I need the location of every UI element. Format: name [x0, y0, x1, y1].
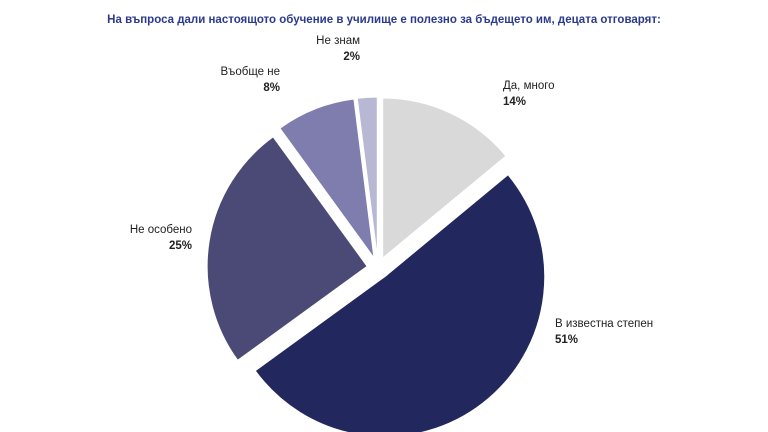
slice-label-value: 25% [168, 240, 192, 252]
slice-label-v-izvestna-stepen: В известна степен 51% [555, 316, 653, 348]
slice-label-value: 14% [503, 96, 527, 108]
slice-label-value: 2% [343, 51, 360, 63]
slice-label-value: 51% [555, 334, 579, 346]
slice-ne-osobeno [206, 136, 368, 362]
slice-vobshte-ne [279, 98, 375, 259]
slice-label-value: 8% [263, 82, 280, 94]
slice-label-text: Въобще не [220, 66, 280, 78]
slice-label-vobshte-ne: Въобще не 8% [180, 64, 280, 96]
slice-label-text: Не особено [129, 224, 192, 236]
slice-label-text: В известна степен [555, 318, 654, 330]
slice-label-ne-osobeno: Не особено 25% [100, 222, 192, 254]
chart-title: На въпроса дали настоящото обучение в уч… [107, 14, 661, 26]
slice-v-izvestna-stepen [254, 173, 546, 432]
slice-label-text: Да, много [503, 80, 555, 92]
slice-label-da-mnogo: Да, много 14% [503, 78, 555, 110]
slice-label-ne-znam: Не знам 2% [300, 33, 360, 65]
slice-label-text: Не знам [316, 35, 360, 47]
slice-da-mnogo [382, 97, 507, 260]
slice-ne-znam [356, 96, 378, 258]
